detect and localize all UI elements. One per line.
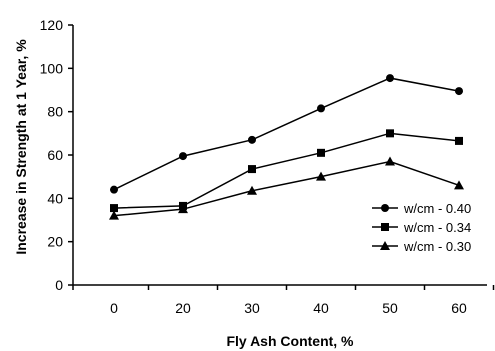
x-tick-label: 50 [382,300,398,316]
data-point [386,129,394,138]
data-point [317,148,325,157]
data-point [454,180,464,190]
x-axis-ticks: 0 20 30 40 50 60 [72,285,495,316]
x-tick-label: 60 [451,300,467,316]
x-tick-label: 20 [175,300,191,316]
legend-marker [380,241,390,250]
x-tick-label: 30 [244,300,260,316]
series-triangle [109,156,464,220]
data-point [179,152,187,161]
legend-label: w/cm - 0.40 [403,201,471,216]
series-line [113,132,460,209]
data-point [455,87,463,96]
legend-item: w/cm - 0.40 [372,201,471,216]
y-tick-label: 120 [40,17,64,33]
data-point [247,185,257,195]
x-tick-label: 0 [110,300,118,316]
series-line [113,77,460,191]
series-layer [109,74,464,220]
y-tick-label: 40 [47,190,63,206]
data-point [317,104,325,113]
data-point [110,185,118,194]
legend-label: w/cm - 0.34 [403,220,471,235]
x-tick-label: 40 [313,300,329,316]
x-axis-title: Fly Ash Content, % [226,333,354,349]
legend-marker [381,223,389,231]
data-point [110,204,118,213]
data-point [248,135,256,144]
data-point [386,74,394,83]
y-tick-label: 100 [40,60,64,76]
y-axis-ticks: 0 20 40 60 80 100 120 [40,17,73,293]
y-tick-label: 60 [47,147,63,163]
legend-item: w/cm - 0.30 [372,239,471,254]
data-point [385,156,395,166]
data-point [248,165,256,174]
series-square [110,129,463,213]
data-point [178,204,188,214]
legend-marker [381,204,389,212]
y-tick-label: 20 [47,234,63,250]
y-tick-label: 80 [47,104,63,120]
y-axis-title: Increase in Strength at 1 Year, % [13,39,29,255]
data-point [455,136,463,145]
series-line [113,160,460,217]
data-point [109,210,119,220]
legend-label: w/cm - 0.30 [403,239,471,254]
y-tick-label: 0 [55,277,63,293]
series-circle [110,74,463,194]
legend: w/cm - 0.40 w/cm - 0.34 w/cm - 0.30 [372,201,471,254]
legend-item: w/cm - 0.34 [372,220,471,235]
data-point [316,171,326,181]
